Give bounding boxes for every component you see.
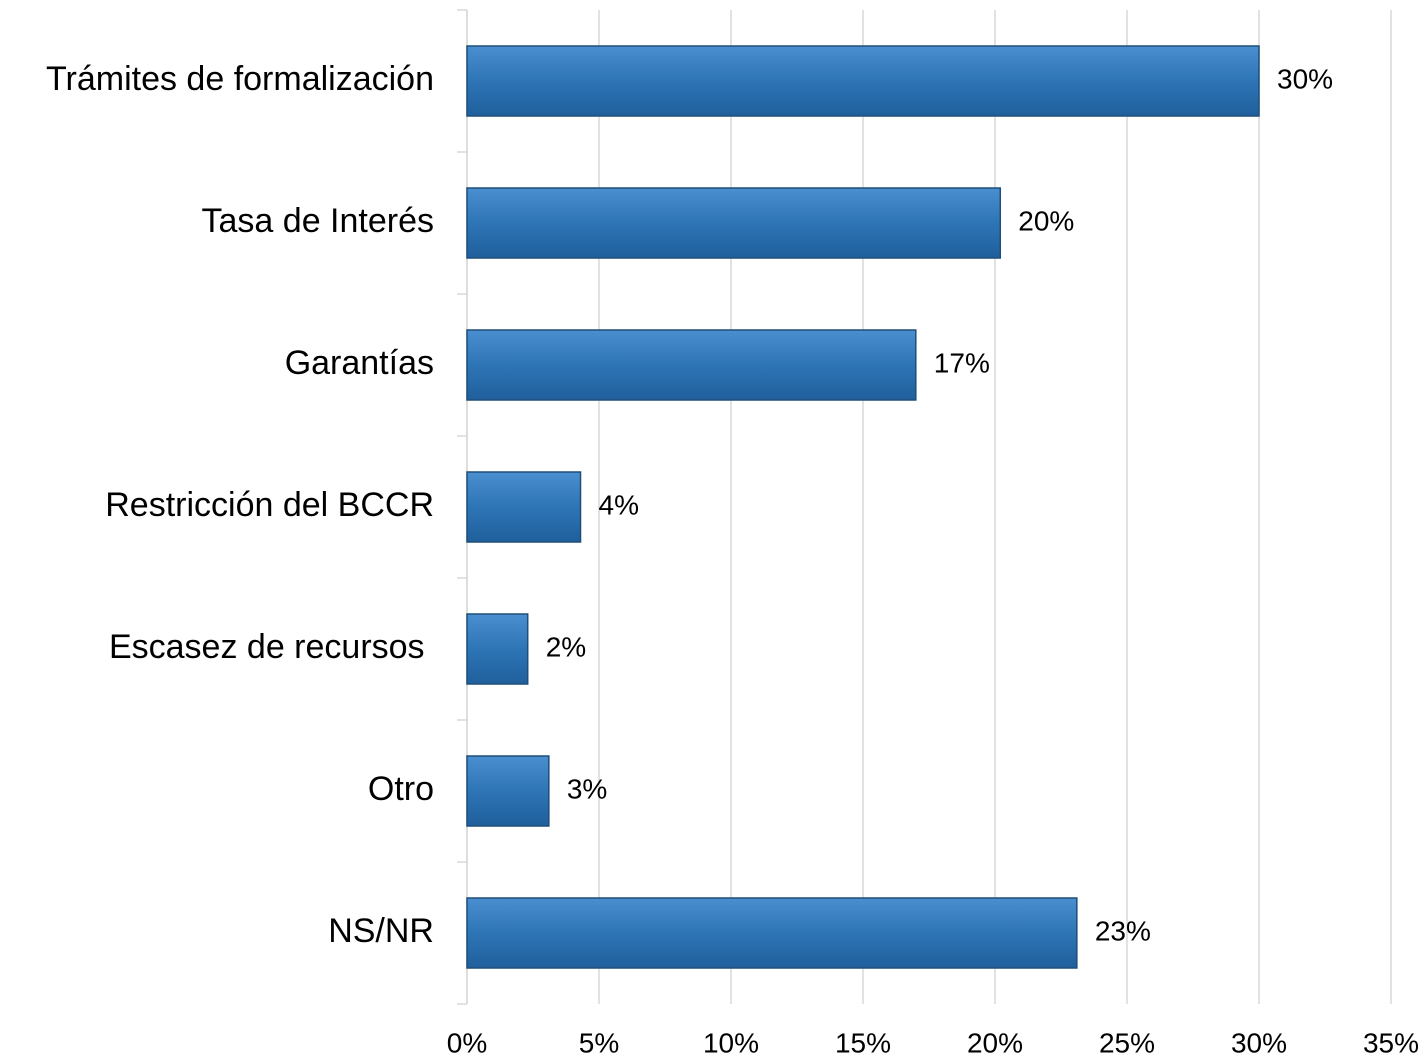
x-tick-label: 25% xyxy=(1099,1027,1155,1057)
x-tick-label: 20% xyxy=(967,1027,1023,1057)
data-label: 20% xyxy=(1018,205,1074,236)
y-tick-label: Restricción del BCCR xyxy=(105,486,434,524)
y-tick-label: NS/NR xyxy=(328,912,434,950)
y-tick-label: Escasez de recursos xyxy=(109,628,434,666)
x-tick-label: 35% xyxy=(1363,1027,1419,1057)
x-tick-label: 0% xyxy=(447,1027,487,1057)
bar xyxy=(466,187,1002,259)
x-tick-label: 5% xyxy=(579,1027,619,1057)
bar xyxy=(466,471,582,543)
data-label: 3% xyxy=(567,773,607,804)
bar xyxy=(466,329,917,401)
data-label: 2% xyxy=(546,631,586,662)
y-tick-label: Garantías xyxy=(285,344,434,382)
data-label: 30% xyxy=(1277,63,1333,94)
x-tick-label: 15% xyxy=(835,1027,891,1057)
bar xyxy=(466,755,550,827)
y-tick-label: Tasa de Interés xyxy=(202,202,434,240)
bar xyxy=(466,45,1260,117)
y-tick-label: Otro xyxy=(368,770,434,808)
data-label: 23% xyxy=(1095,915,1151,946)
x-tick-label: 30% xyxy=(1231,1027,1287,1057)
y-tick-label: Trámites de formalización xyxy=(46,60,434,98)
bar xyxy=(466,613,529,685)
x-tick-label: 10% xyxy=(703,1027,759,1057)
data-label: 17% xyxy=(934,347,990,378)
data-label: 4% xyxy=(599,489,639,520)
bar xyxy=(466,897,1078,969)
